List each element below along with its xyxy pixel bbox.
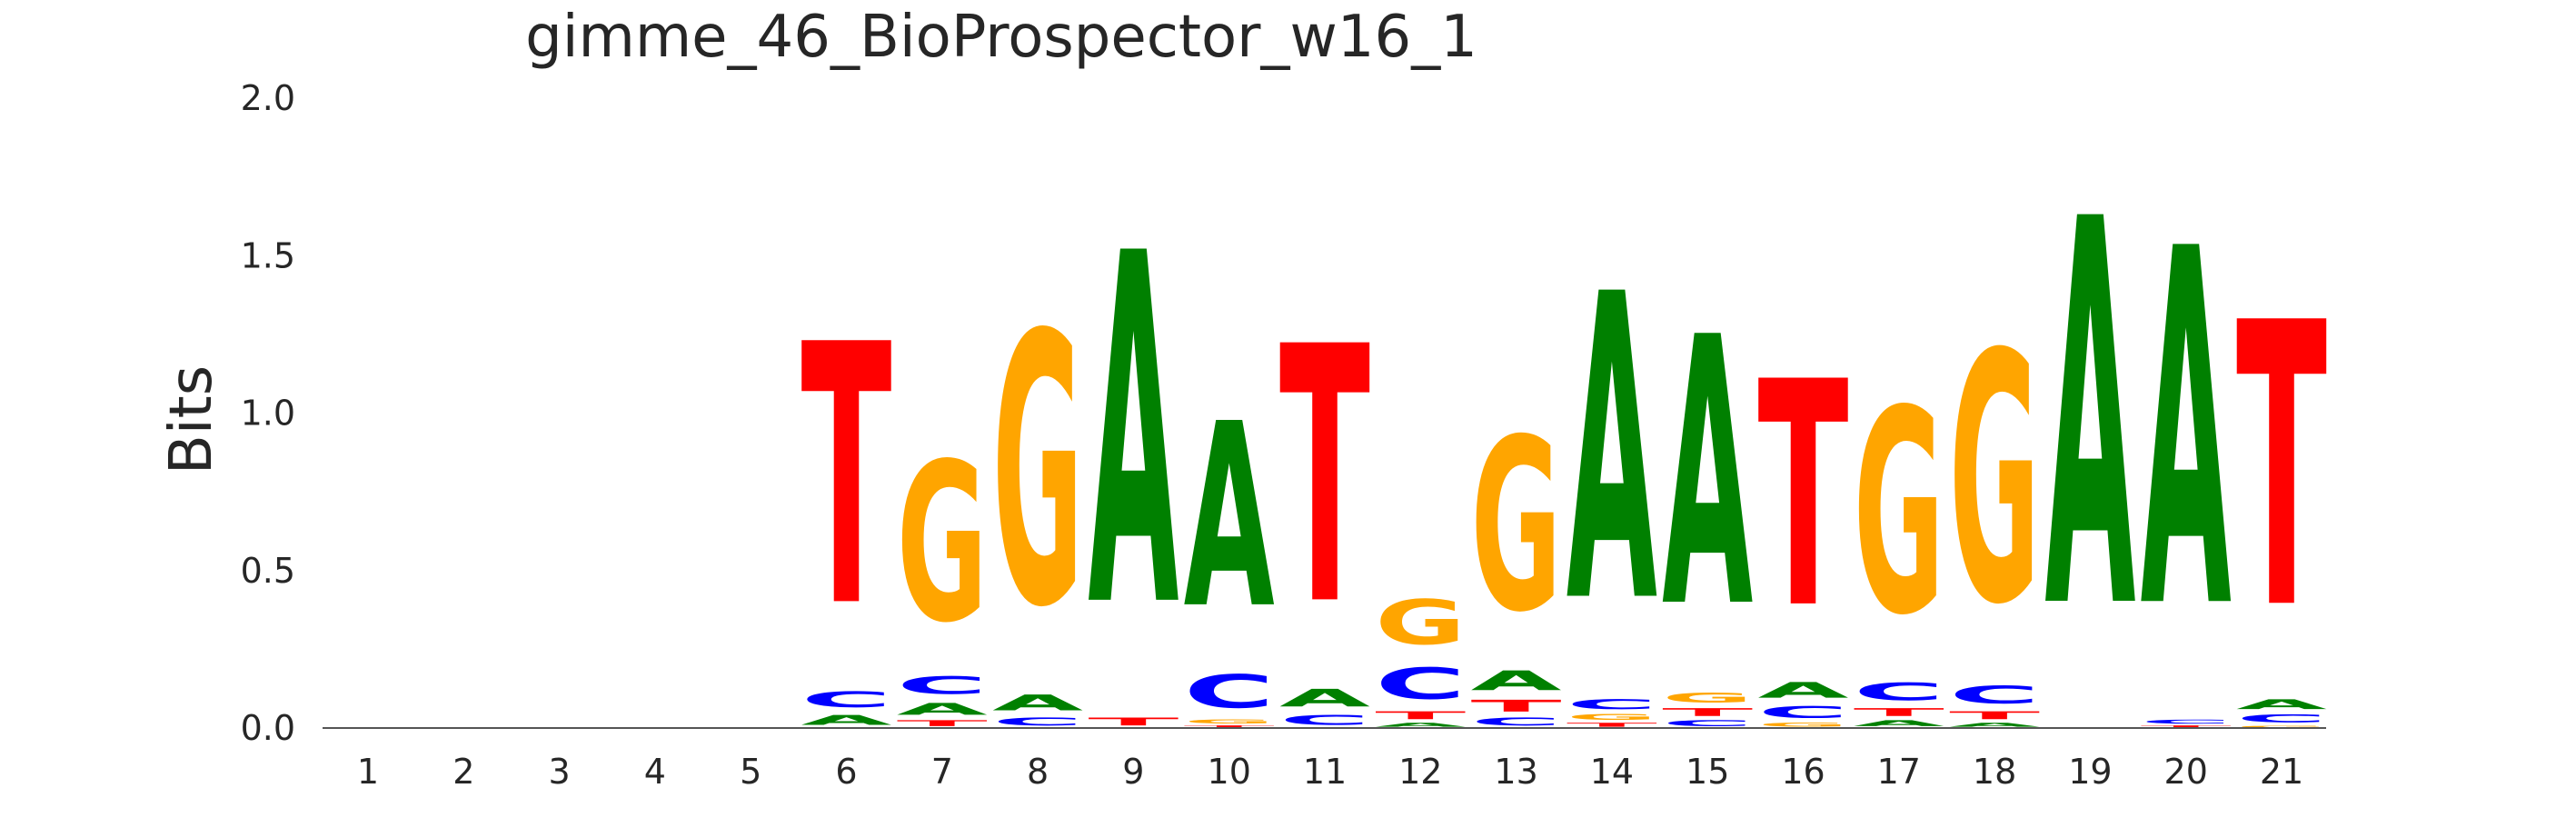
logo-letter-c: C (2141, 719, 2232, 725)
x-tick-label: 8 (1027, 752, 1049, 792)
logo-letter-c: C (1949, 681, 2040, 709)
letter-stacks: ACTTACGCAGTATGCACATATCGCTAGTGCACTGAGCATA… (801, 109, 2328, 728)
logo-letter-a: A (2044, 109, 2136, 726)
logo-letter-t: T (1949, 709, 2040, 722)
logo-letter-c: C (1184, 665, 1275, 718)
x-tick-label: 6 (835, 752, 857, 792)
x-tick-label: 14 (1590, 752, 1634, 792)
x-tick-label: 3 (549, 752, 571, 792)
x-tick-label: 10 (1208, 752, 1251, 792)
logo-letter-t: T (1662, 706, 1753, 719)
logo-letter-a: A (1279, 683, 1370, 712)
logo-letter-a: A (2141, 147, 2233, 717)
logo-letter-c: C (1662, 719, 1753, 728)
logo-letter-t: T (1854, 706, 1944, 719)
x-tick-label: 16 (1781, 752, 1825, 792)
logo-letter-c: C (1471, 715, 1562, 728)
x-tick-label: 2 (453, 752, 474, 792)
logo-letter-c: C (1375, 659, 1466, 709)
logo-letter-g: G (897, 416, 988, 671)
logo-letter-g: G (1758, 722, 1849, 728)
logo-letter-g: G (992, 257, 1083, 690)
logo-letter-t: T (1279, 274, 1371, 683)
logo-letter-a: A (1375, 722, 1466, 728)
logo-letter-a: A (1566, 205, 1658, 694)
logo-letter-g: G (1471, 388, 1562, 664)
logo-letter-a: A (1471, 665, 1563, 696)
x-tick-label: 5 (740, 752, 761, 792)
logo-letter-a: A (1662, 261, 1754, 690)
x-tick-label: 13 (1494, 752, 1537, 792)
x-tick-label: 4 (644, 752, 666, 792)
logo-letter-c: C (1566, 696, 1657, 712)
logo-letter-c: C (801, 687, 892, 713)
y-axis-ticks: 0.0 0.5 1.0 1.5 2.0 (241, 78, 295, 748)
logo-letter-t: T (897, 719, 988, 728)
logo-letter-t: T (2236, 240, 2328, 695)
logo-letter-t: T (1471, 696, 1562, 715)
logo-letter-g: G (1949, 282, 2040, 679)
logo-letter-t: T (1758, 316, 1850, 676)
logo-letter-c: C (1758, 703, 1849, 722)
logo-letter-g: G (1566, 713, 1657, 722)
x-tick-label: 17 (1877, 752, 1921, 792)
x-tick-label: 12 (1398, 752, 1442, 792)
logo-letter-t: T (801, 270, 893, 687)
logo-letter-a: A (1088, 153, 1179, 713)
logo-letter-t: T (1184, 725, 1275, 728)
logo-letter-t: T (1375, 709, 1466, 722)
logo-letter-c: C (1854, 678, 1944, 706)
logo-letter-a: A (1854, 719, 1944, 728)
logo-letter-a: A (801, 713, 892, 728)
x-tick-label: 19 (2068, 752, 2112, 792)
logo-letter-g: G (1184, 719, 1275, 725)
x-tick-label: 21 (2260, 752, 2303, 792)
logo-letter-a: A (1184, 371, 1275, 664)
y-tick-label: 0.5 (241, 551, 295, 591)
logo-letter-a: A (897, 700, 988, 719)
logo-letter-g: G (1662, 691, 1753, 706)
y-axis-label: Bits (158, 365, 225, 474)
y-tick-label: 0.0 (241, 708, 295, 748)
logo-letter-t: T (1566, 722, 1657, 728)
x-tick-label: 20 (2164, 752, 2208, 792)
logo-letter-a: A (1949, 722, 2040, 728)
logo-letter-a: A (1758, 678, 1849, 703)
logo-letter-t: T (1088, 715, 1179, 728)
y-tick-label: 1.0 (241, 394, 295, 434)
x-axis-ticks: 1 2 3 4 5 6 7 8 9 10 11 12 13 14 15 16 17 18 19 20 21 (357, 752, 2303, 792)
x-tick-label: 18 (1973, 752, 2016, 792)
logo-letter-c: C (897, 672, 988, 700)
x-tick-label: 1 (357, 752, 379, 792)
logo-letter-g: G (2236, 725, 2327, 728)
logo-letter-c: C (1279, 713, 1370, 728)
logo-letter-a: A (2236, 696, 2327, 712)
x-tick-label: 9 (1122, 752, 1144, 792)
logo-letter-a: A (992, 691, 1083, 716)
logo-letter-t: T (2141, 725, 2232, 728)
y-tick-label: 1.5 (241, 235, 295, 275)
logo-letter-c: C (2236, 713, 2327, 725)
x-tick-label: 11 (1303, 752, 1347, 792)
x-tick-label: 7 (931, 752, 953, 792)
logo-letter-c: C (992, 715, 1083, 728)
x-tick-label: 15 (1686, 752, 1729, 792)
logo-letter-g: G (1375, 587, 1466, 659)
y-tick-label: 2.0 (241, 78, 295, 118)
logo-letter-g: G (1854, 353, 1944, 678)
chart-title: gimme_46_BioProspector_w16_1 (525, 4, 1477, 71)
